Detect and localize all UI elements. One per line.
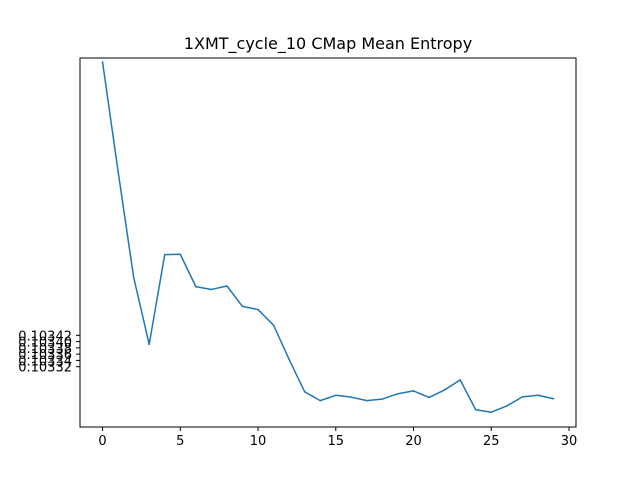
data-point bbox=[163, 253, 166, 256]
data-point bbox=[272, 324, 275, 327]
y-axis: 0.103320.103340.103360.103380.103400.103… bbox=[18, 329, 80, 376]
y-tick-label: 0.10340 bbox=[18, 336, 72, 351]
chart-title: 1XMT_cycle_10 CMap Mean Entropy bbox=[184, 34, 472, 54]
y-tick-label: 0.10336 bbox=[18, 348, 72, 363]
data-point bbox=[132, 276, 135, 279]
data-point bbox=[537, 394, 539, 397]
data-point bbox=[521, 396, 524, 398]
data-point bbox=[350, 396, 353, 398]
x-tick-label: 25 bbox=[483, 434, 500, 449]
series-line bbox=[101, 61, 555, 413]
y-tick-label: 0.10332 bbox=[18, 361, 72, 376]
y-tick-label: 0.10334 bbox=[18, 354, 72, 369]
data-point bbox=[366, 399, 368, 402]
data-point bbox=[101, 61, 104, 63]
x-axis: 0 5 10 15 20 25 30 bbox=[98, 427, 577, 449]
data-point bbox=[474, 408, 477, 411]
x-tick-label: 0 bbox=[98, 434, 106, 449]
series-layer bbox=[101, 61, 555, 414]
data-point bbox=[257, 308, 259, 311]
data-point bbox=[226, 285, 228, 287]
data-point bbox=[303, 391, 306, 393]
data-point bbox=[506, 405, 508, 407]
x-tick-label: 10 bbox=[250, 434, 267, 449]
series-0 bbox=[101, 61, 555, 414]
data-point bbox=[319, 399, 322, 402]
y-tick-label: 0.10342 bbox=[18, 329, 72, 344]
data-point bbox=[195, 285, 197, 288]
data-point bbox=[397, 392, 399, 395]
data-point bbox=[148, 343, 150, 346]
data-point bbox=[210, 288, 213, 291]
y-tick-label: 0.10338 bbox=[18, 342, 72, 357]
data-point bbox=[490, 411, 493, 414]
data-point bbox=[288, 358, 290, 361]
data-point bbox=[443, 389, 446, 391]
data-point bbox=[334, 394, 337, 397]
data-point bbox=[117, 170, 119, 173]
data-point bbox=[552, 397, 555, 400]
data-point bbox=[241, 305, 244, 308]
data-point bbox=[412, 390, 415, 392]
x-tick-label: 20 bbox=[405, 434, 422, 449]
data-point bbox=[381, 398, 384, 400]
data-point bbox=[179, 253, 182, 256]
data-point bbox=[428, 396, 430, 399]
x-tick-label: 30 bbox=[561, 434, 578, 449]
x-tick-label: 15 bbox=[328, 434, 345, 449]
x-tick-label: 5 bbox=[176, 434, 184, 449]
plot-area-frame bbox=[79, 57, 577, 428]
data-point bbox=[459, 379, 461, 381]
